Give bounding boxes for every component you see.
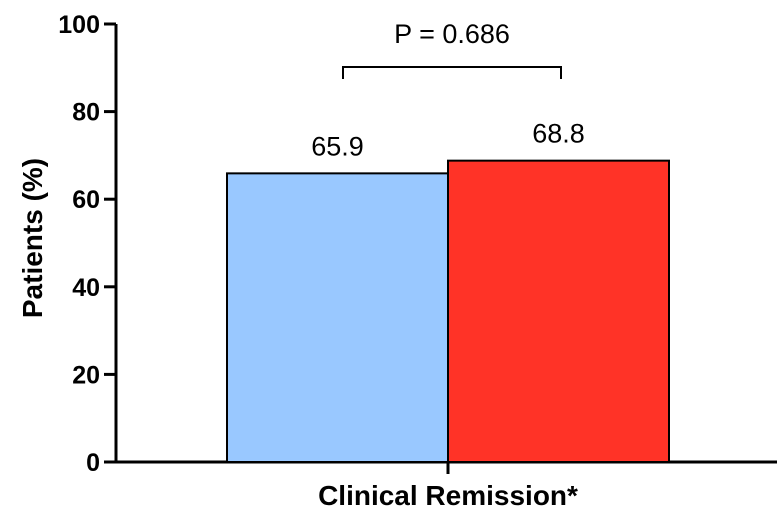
significance-annotation: P = 0.686 [342,19,562,79]
y-tick-label: 20 [72,361,100,389]
y-tick-label: 40 [72,274,100,302]
bar-1 [226,172,449,463]
y-tick-label: 60 [72,186,100,214]
x-axis [115,460,777,474]
significance-bracket [342,66,562,79]
bar-2 [447,159,670,463]
p-value-label: P = 0.686 [394,19,510,49]
y-axis: 0 20 40 60 80 100 [58,11,118,477]
y-axis-title: Patients (%) [17,158,48,318]
data-label-2: 68.8 [532,119,585,149]
data-label-1: 65.9 [311,131,364,161]
bars [226,159,670,463]
y-tick-label: 0 [86,449,100,477]
x-axis-title: Clinical Remission* [318,480,578,511]
y-tick-label: 80 [72,99,100,127]
data-labels: 65.9 68.8 [311,119,585,162]
y-tick-label: 100 [58,11,100,39]
